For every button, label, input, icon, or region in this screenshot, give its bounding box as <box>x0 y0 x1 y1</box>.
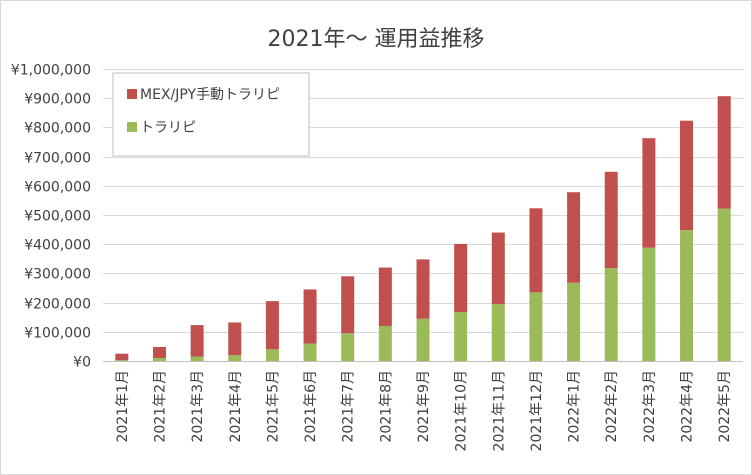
x-axis-ticks: 2021年1月 2021年2月 2021年3月 2021年4月 2021年5月 2021年… <box>115 370 733 451</box>
bar-torarippi <box>378 325 392 361</box>
legend-swatch <box>127 89 137 99</box>
y-tick-label: ¥300,000 <box>24 267 91 283</box>
bar-mex-jpy <box>604 171 618 269</box>
y-tick-label: ¥200,000 <box>24 297 91 313</box>
legend-label: トラリピ <box>140 120 196 136</box>
bar-torarippi <box>567 282 581 361</box>
bar-torarippi <box>265 349 279 361</box>
bar-torarippi <box>491 304 505 361</box>
bar-mex-jpy <box>529 208 543 293</box>
x-tick-label: 2022年5月 <box>717 370 733 443</box>
y-tick-label: ¥400,000 <box>24 238 91 254</box>
x-tick-label: 2022年3月 <box>642 370 658 443</box>
x-tick-label: 2021年1月 <box>115 370 131 443</box>
x-tick-label: 2021年10月 <box>454 370 470 451</box>
bar-mex-jpy <box>454 243 468 312</box>
y-tick-label: ¥0 <box>73 355 91 371</box>
x-tick-label: 2021年11月 <box>491 370 507 451</box>
x-tick-label: 2021年8月 <box>378 370 394 443</box>
y-tick-label: ¥900,000 <box>24 92 91 108</box>
bar-torarippi <box>115 360 129 361</box>
bar-torarippi <box>416 318 430 361</box>
x-tick-label: 2021年9月 <box>416 370 432 443</box>
bar-torarippi <box>303 343 317 361</box>
y-tick-label: ¥100,000 <box>24 326 91 342</box>
bar-mex-jpy <box>265 301 279 350</box>
x-tick-label: 2021年2月 <box>152 370 168 443</box>
bar-torarippi <box>529 292 543 361</box>
x-tick-label: 2021年4月 <box>228 370 244 443</box>
bar-mex-jpy <box>152 346 166 359</box>
bar-torarippi <box>642 247 656 361</box>
bar-mex-jpy <box>717 96 731 209</box>
bar-mex-jpy <box>491 232 505 305</box>
bar-mex-jpy <box>341 276 355 334</box>
x-tick-label: 2022年2月 <box>604 370 620 443</box>
bar-mex-jpy <box>680 120 694 231</box>
bar-torarippi <box>717 208 731 361</box>
bars <box>115 96 731 361</box>
y-tick-label: ¥800,000 <box>24 121 91 137</box>
bar-mex-jpy <box>228 322 242 356</box>
y-tick-label: ¥700,000 <box>24 151 91 167</box>
x-tick-label: 2021年6月 <box>303 370 319 443</box>
bar-mex-jpy <box>378 267 392 326</box>
bar-mex-jpy <box>190 325 204 357</box>
x-tick-label: 2021年12月 <box>529 370 545 451</box>
bar-torarippi <box>454 311 468 361</box>
legend-box <box>112 72 310 157</box>
x-tick-label: 2021年7月 <box>341 370 357 443</box>
y-axis-ticks: ¥0 ¥100,000 ¥200,000 ¥300,000 ¥400,000 ¥500,0… <box>11 63 91 371</box>
grid-layer <box>103 69 743 362</box>
bar-mex-jpy <box>115 353 129 361</box>
bar-torarippi <box>190 356 204 361</box>
bar-mex-jpy <box>567 192 581 283</box>
bar-mex-jpy <box>416 259 430 319</box>
x-tick-label: 2021年5月 <box>265 370 281 443</box>
bar-torarippi <box>228 355 242 361</box>
bar-torarippi <box>680 230 694 361</box>
legend-label: MEX/JPY手動トラリピ <box>140 87 280 103</box>
x-tick-label: 2022年4月 <box>680 370 696 443</box>
bar-torarippi <box>341 333 355 361</box>
bar-torarippi <box>604 268 618 361</box>
bar-mex-jpy <box>642 138 656 248</box>
legend-swatch <box>127 122 137 132</box>
bar-torarippi <box>152 358 166 361</box>
x-tick-label: 2022年1月 <box>567 370 583 443</box>
y-tick-label: ¥500,000 <box>24 209 91 225</box>
chart-title: 2021年～ 運用益推移 <box>268 27 485 52</box>
y-tick-label: ¥600,000 <box>24 180 91 196</box>
bar-mex-jpy <box>303 289 317 344</box>
y-tick-label: ¥1,000,000 <box>11 63 91 79</box>
x-tick-label: 2021年3月 <box>190 370 206 443</box>
